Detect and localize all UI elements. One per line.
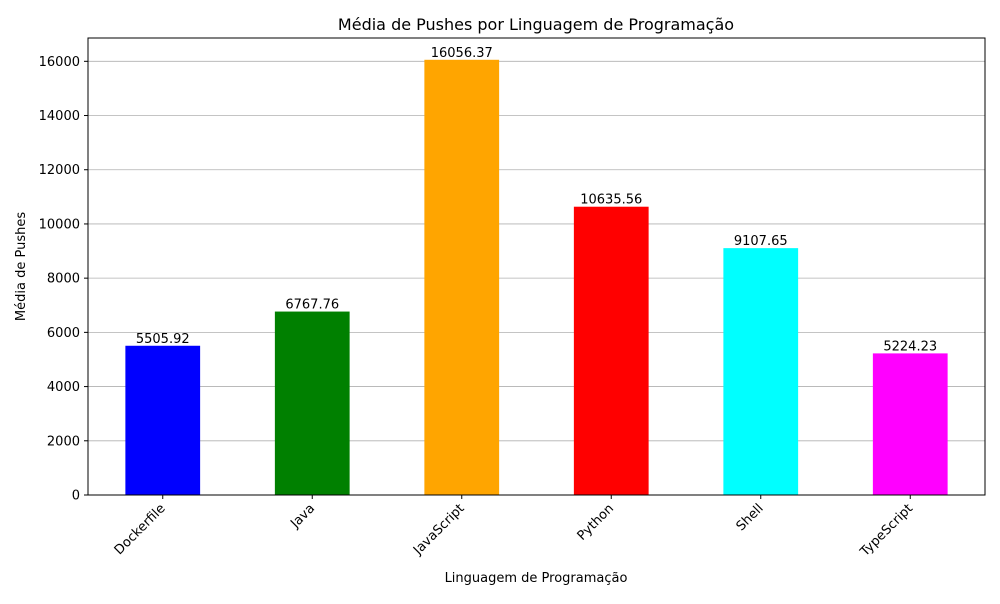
bar: [573, 206, 649, 495]
grid-lines: [88, 60, 985, 442]
x-tick-label: Dockerfile: [112, 501, 169, 558]
data-label: 10635.56: [580, 193, 642, 208]
y-tick-label: 0: [72, 489, 80, 504]
y-tick-label: 16000: [39, 55, 80, 70]
bar: [872, 353, 948, 495]
x-tick-label: JavaScript: [410, 501, 467, 558]
x-tick-label: Python: [575, 501, 617, 543]
bars: [125, 59, 948, 496]
y-tick-label: 6000: [47, 326, 80, 341]
y-axis-label: Média de Pushes: [14, 212, 29, 321]
y-tick-label: 8000: [47, 272, 80, 287]
data-label: 16056.37: [431, 46, 493, 61]
data-label: 9107.65: [734, 234, 788, 249]
x-tick-label: Shell: [734, 501, 767, 534]
y-tick-label: 2000: [47, 434, 80, 449]
y-axis: 0 2000 4000 6000 8000 10000 12000 14000 16000: [39, 55, 88, 504]
bar: [125, 345, 201, 495]
bar: [274, 311, 350, 495]
x-tick-label: TypeScript: [857, 501, 916, 560]
chart-title: Média de Pushes por Linguagem de Program…: [338, 15, 734, 34]
data-label: 6767.76: [285, 298, 339, 313]
data-label: 5505.92: [136, 332, 190, 347]
bar: [723, 248, 799, 495]
bar: [424, 59, 500, 496]
plot-frame: [87, 37, 986, 496]
y-tick-label: 14000: [39, 109, 80, 124]
data-label: 5224.23: [883, 339, 937, 354]
y-tick-label: 10000: [39, 217, 80, 232]
x-tick-label: Java: [287, 501, 318, 532]
y-tick-label: 12000: [39, 163, 80, 178]
data-labels: 5505.92 6767.76 16056.37 10635.56 9107.65 522…: [136, 46, 937, 355]
x-axis-label: Linguagem de Programação: [445, 571, 628, 586]
y-tick-label: 4000: [47, 380, 80, 395]
x-axis: Dockerfile Java JavaScript Python Shell TypeS…: [112, 495, 916, 560]
